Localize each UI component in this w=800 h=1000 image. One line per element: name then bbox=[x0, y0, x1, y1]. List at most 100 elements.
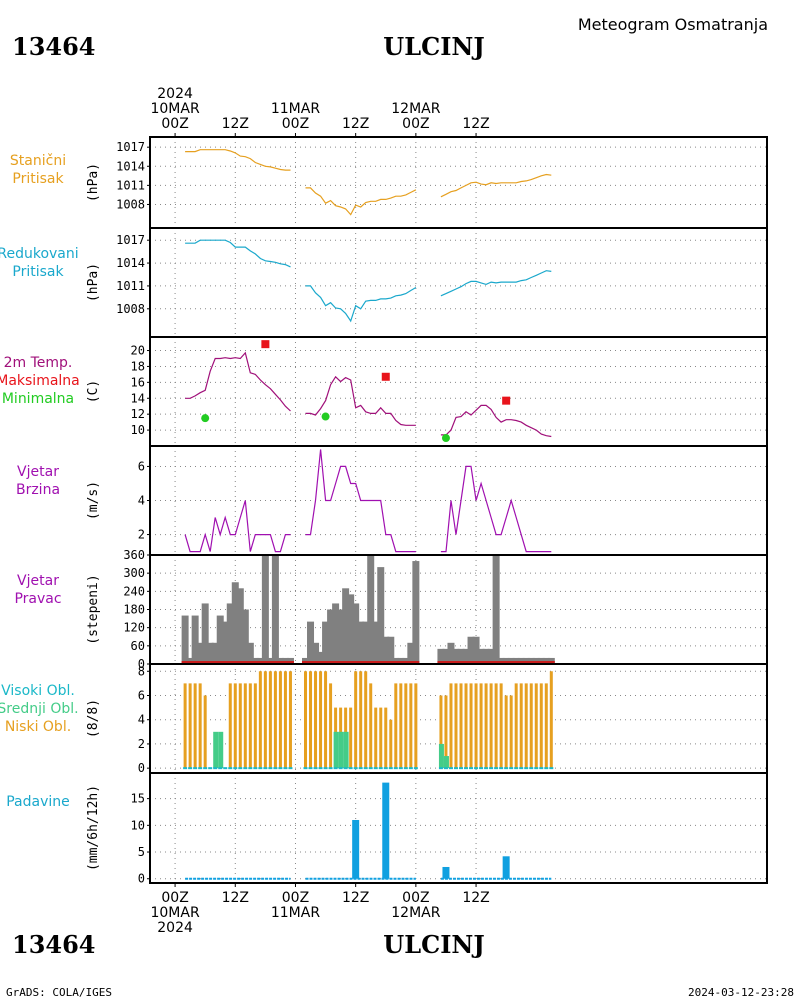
high-cloud-mark bbox=[203, 767, 208, 770]
wind-dir-bar bbox=[412, 561, 420, 664]
time-label-bottom: 12Z bbox=[462, 890, 489, 906]
high-cloud-mark bbox=[494, 767, 499, 770]
low-cloud-bar bbox=[529, 683, 533, 769]
time-label-top: 12Z bbox=[222, 116, 249, 132]
wind-dir-bar bbox=[547, 657, 555, 664]
series-label: Srednji Obl. bbox=[0, 701, 79, 717]
wind-dir-mark bbox=[276, 661, 284, 663]
high-cloud-mark bbox=[383, 767, 388, 770]
low-cloud-bar bbox=[278, 671, 282, 769]
wind-dir-mark bbox=[191, 661, 199, 663]
wind-dir-mark bbox=[216, 661, 224, 663]
high-cloud-mark bbox=[268, 767, 273, 770]
low-cloud-bar bbox=[374, 707, 378, 769]
wind-dir-mark bbox=[206, 661, 214, 663]
wind-dir-bar bbox=[322, 621, 330, 664]
wind-dir-bar bbox=[442, 648, 450, 664]
wind-dir-mark bbox=[502, 661, 510, 663]
wind-dir-mark bbox=[407, 661, 415, 663]
wind-dir-bar bbox=[402, 657, 410, 664]
wind-dir-mark bbox=[412, 661, 420, 663]
time-label-top: 11MAR bbox=[271, 101, 320, 117]
wind-dir-mark bbox=[236, 661, 244, 663]
low-cloud-bar bbox=[288, 671, 292, 769]
wind-dir-bar bbox=[467, 636, 475, 664]
max-temp-marker bbox=[261, 340, 270, 349]
time-label-top: 12Z bbox=[342, 116, 369, 132]
low-cloud-bar bbox=[414, 683, 418, 769]
high-cloud-mark bbox=[228, 767, 233, 770]
ytick-label: 1014 bbox=[116, 159, 145, 173]
unit-label: (8/8) bbox=[86, 699, 101, 738]
wind-dir-mark bbox=[462, 661, 470, 663]
wind-dir-mark bbox=[347, 661, 355, 663]
wind-dir-mark bbox=[226, 661, 234, 663]
wind-dir-bar bbox=[261, 555, 269, 664]
high-cloud-mark bbox=[534, 767, 539, 770]
wind-dir-mark bbox=[452, 661, 460, 663]
series-line bbox=[440, 404, 552, 438]
grid-clouds bbox=[150, 664, 767, 773]
wind-dir-bar bbox=[382, 636, 390, 664]
wind-dir-bar bbox=[362, 621, 370, 664]
wind-dir-mark bbox=[367, 661, 375, 663]
wind-dir-mark bbox=[357, 661, 365, 663]
series-label: Brzina bbox=[16, 482, 60, 498]
panel-frame bbox=[149, 136, 768, 229]
wind-dir-mark bbox=[547, 661, 555, 663]
wind-dir-mark bbox=[482, 661, 490, 663]
high-cloud-mark bbox=[218, 767, 223, 770]
high-cloud-mark bbox=[193, 767, 198, 770]
high-cloud-mark bbox=[539, 767, 544, 770]
low-cloud-bar bbox=[329, 683, 333, 769]
grid-reduced_pressure bbox=[150, 228, 767, 337]
unit-label: (mm/6h/12h) bbox=[86, 785, 101, 871]
high-cloud-mark bbox=[544, 767, 549, 770]
high-cloud-mark bbox=[509, 767, 514, 770]
wind-dir-bar bbox=[507, 657, 515, 664]
wind-dir-mark bbox=[467, 661, 475, 663]
precip-bar bbox=[502, 856, 510, 879]
wind-dir-mark bbox=[271, 661, 279, 663]
low-cloud-bar bbox=[439, 695, 443, 769]
wind-dir-bar bbox=[517, 657, 525, 664]
low-cloud-bar bbox=[228, 683, 232, 769]
high-cloud-mark bbox=[368, 767, 373, 770]
wind-dir-mark bbox=[186, 661, 194, 663]
wind-dir-mark bbox=[317, 661, 325, 663]
series-label: Pritisak bbox=[12, 264, 64, 280]
mid-cloud-bar bbox=[438, 743, 444, 769]
wind-dir-mark bbox=[487, 661, 495, 663]
wind-dir-bar bbox=[502, 657, 510, 664]
low-cloud-bar bbox=[494, 683, 498, 769]
ytick-label: 1008 bbox=[116, 197, 145, 211]
mid-cloud-bar bbox=[333, 731, 339, 769]
low-cloud-bar bbox=[484, 683, 488, 769]
time-label-bottom: 2024 bbox=[157, 920, 193, 936]
high-cloud-mark bbox=[213, 767, 218, 770]
high-cloud-mark bbox=[479, 767, 484, 770]
wind-dir-bar bbox=[537, 657, 545, 664]
wind-dir-bar bbox=[377, 567, 385, 664]
wind-dir-bar bbox=[251, 657, 259, 664]
low-cloud-bar bbox=[233, 683, 237, 769]
wind-dir-bar bbox=[266, 657, 274, 664]
time-label-top: 2024 bbox=[157, 86, 193, 102]
mid-cloud-bar bbox=[213, 731, 219, 769]
wind-dir-bar bbox=[527, 657, 535, 664]
wind-dir-bar bbox=[437, 648, 445, 664]
low-cloud-bar bbox=[263, 671, 267, 769]
low-cloud-bar bbox=[268, 671, 272, 769]
grid-precipitation bbox=[150, 773, 767, 883]
time-label-top: 00Z bbox=[161, 116, 188, 132]
low-cloud-bar bbox=[319, 671, 323, 769]
wind-dir-bar bbox=[201, 603, 209, 664]
wind-dir-mark bbox=[261, 661, 269, 663]
grid-station_pressure bbox=[150, 137, 767, 228]
high-cloud-mark bbox=[183, 767, 188, 770]
low-cloud-bar bbox=[504, 695, 508, 769]
wind-dir-bar bbox=[392, 657, 400, 664]
ytick-label: 1017 bbox=[116, 233, 145, 247]
station-name-bottom: ULCINJ bbox=[383, 930, 484, 959]
low-cloud-bar bbox=[544, 683, 548, 769]
